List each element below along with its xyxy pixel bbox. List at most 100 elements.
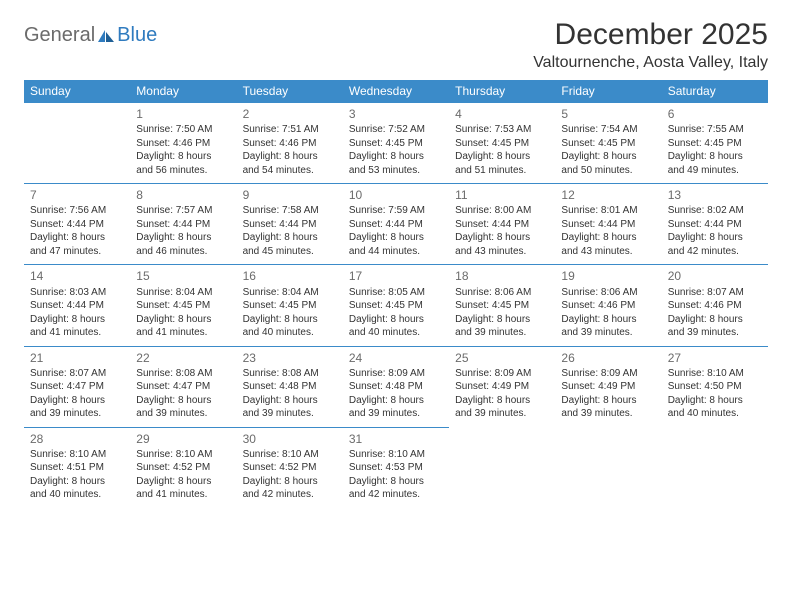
sunset-line: Sunset: 4:46 PM: [136, 137, 230, 151]
calendar-cell: 25Sunrise: 8:09 AMSunset: 4:49 PMDayligh…: [449, 346, 555, 427]
sunrise-line: Sunrise: 8:03 AM: [30, 286, 124, 300]
day-number: 11: [455, 187, 549, 203]
calendar-cell: 6Sunrise: 7:55 AMSunset: 4:45 PMDaylight…: [662, 102, 768, 183]
daylight-line: Daylight: 8 hours and 39 minutes.: [30, 394, 124, 421]
sunrise-line: Sunrise: 7:50 AM: [136, 123, 230, 137]
weekday-header: Sunday: [24, 80, 130, 102]
sunrise-line: Sunrise: 8:10 AM: [136, 448, 230, 462]
sunrise-line: Sunrise: 7:56 AM: [30, 204, 124, 218]
sunset-line: Sunset: 4:53 PM: [349, 461, 443, 475]
sunrise-line: Sunrise: 8:08 AM: [243, 367, 337, 381]
sunset-line: Sunset: 4:45 PM: [136, 299, 230, 313]
daylight-line: Daylight: 8 hours and 39 minutes.: [668, 313, 762, 340]
sunrise-line: Sunrise: 8:02 AM: [668, 204, 762, 218]
location-subtitle: Valtournenche, Aosta Valley, Italy: [533, 54, 768, 72]
day-number: 21: [30, 350, 124, 366]
sunset-line: Sunset: 4:50 PM: [668, 380, 762, 394]
daylight-line: Daylight: 8 hours and 42 minutes.: [668, 231, 762, 258]
calendar-cell: 14Sunrise: 8:03 AMSunset: 4:44 PMDayligh…: [24, 264, 130, 345]
sunset-line: Sunset: 4:48 PM: [243, 380, 337, 394]
calendar-cell: 15Sunrise: 8:04 AMSunset: 4:45 PMDayligh…: [130, 264, 236, 345]
day-number: 14: [30, 268, 124, 284]
sunset-line: Sunset: 4:45 PM: [349, 299, 443, 313]
calendar-cell: 30Sunrise: 8:10 AMSunset: 4:52 PMDayligh…: [237, 427, 343, 508]
month-title: December 2025: [533, 18, 768, 52]
sunset-line: Sunset: 4:44 PM: [668, 218, 762, 232]
day-number: 16: [243, 268, 337, 284]
weekday-header: Thursday: [449, 80, 555, 102]
day-number: 28: [30, 431, 124, 447]
calendar-cell: 3Sunrise: 7:52 AMSunset: 4:45 PMDaylight…: [343, 102, 449, 183]
day-number: 29: [136, 431, 230, 447]
daylight-line: Daylight: 8 hours and 41 minutes.: [136, 475, 230, 502]
weekday-header: Friday: [555, 80, 661, 102]
sunset-line: Sunset: 4:49 PM: [455, 380, 549, 394]
calendar-cell: 1Sunrise: 7:50 AMSunset: 4:46 PMDaylight…: [130, 102, 236, 183]
calendar-body: 1Sunrise: 7:50 AMSunset: 4:46 PMDaylight…: [24, 102, 768, 508]
sunset-line: Sunset: 4:44 PM: [349, 218, 443, 232]
daylight-line: Daylight: 8 hours and 39 minutes.: [349, 394, 443, 421]
day-number: 7: [30, 187, 124, 203]
sunset-line: Sunset: 4:48 PM: [349, 380, 443, 394]
calendar-cell: 20Sunrise: 8:07 AMSunset: 4:46 PMDayligh…: [662, 264, 768, 345]
daylight-line: Daylight: 8 hours and 39 minutes.: [561, 394, 655, 421]
sunset-line: Sunset: 4:45 PM: [668, 137, 762, 151]
day-number: 24: [349, 350, 443, 366]
calendar-cell: 7Sunrise: 7:56 AMSunset: 4:44 PMDaylight…: [24, 183, 130, 264]
sunrise-line: Sunrise: 7:58 AM: [243, 204, 337, 218]
day-number: 8: [136, 187, 230, 203]
sunset-line: Sunset: 4:44 PM: [136, 218, 230, 232]
sunrise-line: Sunrise: 7:57 AM: [136, 204, 230, 218]
sunrise-line: Sunrise: 8:07 AM: [30, 367, 124, 381]
calendar-cell: 29Sunrise: 8:10 AMSunset: 4:52 PMDayligh…: [130, 427, 236, 508]
weekday-header: Saturday: [662, 80, 768, 102]
calendar-cell: 19Sunrise: 8:06 AMSunset: 4:46 PMDayligh…: [555, 264, 661, 345]
calendar-cell: 28Sunrise: 8:10 AMSunset: 4:51 PMDayligh…: [24, 427, 130, 508]
day-number: 22: [136, 350, 230, 366]
sunset-line: Sunset: 4:46 PM: [668, 299, 762, 313]
day-number: 4: [455, 106, 549, 122]
calendar-cell: 23Sunrise: 8:08 AMSunset: 4:48 PMDayligh…: [237, 346, 343, 427]
day-number: 5: [561, 106, 655, 122]
sunrise-line: Sunrise: 7:59 AM: [349, 204, 443, 218]
sunrise-line: Sunrise: 8:04 AM: [243, 286, 337, 300]
title-block: December 2025 Valtournenche, Aosta Valle…: [533, 18, 768, 72]
daylight-line: Daylight: 8 hours and 44 minutes.: [349, 231, 443, 258]
day-number: 18: [455, 268, 549, 284]
daylight-line: Daylight: 8 hours and 49 minutes.: [668, 150, 762, 177]
weekday-header: Wednesday: [343, 80, 449, 102]
day-number: 17: [349, 268, 443, 284]
daylight-line: Daylight: 8 hours and 43 minutes.: [561, 231, 655, 258]
day-number: 23: [243, 350, 337, 366]
daylight-line: Daylight: 8 hours and 42 minutes.: [349, 475, 443, 502]
daylight-line: Daylight: 8 hours and 46 minutes.: [136, 231, 230, 258]
calendar-cell: 31Sunrise: 8:10 AMSunset: 4:53 PMDayligh…: [343, 427, 449, 508]
sunset-line: Sunset: 4:45 PM: [243, 299, 337, 313]
sunset-line: Sunset: 4:46 PM: [243, 137, 337, 151]
daylight-line: Daylight: 8 hours and 39 minutes.: [561, 313, 655, 340]
sunrise-line: Sunrise: 8:05 AM: [349, 286, 443, 300]
sunset-line: Sunset: 4:44 PM: [30, 218, 124, 232]
sunrise-line: Sunrise: 8:04 AM: [136, 286, 230, 300]
page-header: General Blue December 2025 Valtournenche…: [24, 18, 768, 72]
daylight-line: Daylight: 8 hours and 39 minutes.: [243, 394, 337, 421]
calendar-cell: 10Sunrise: 7:59 AMSunset: 4:44 PMDayligh…: [343, 183, 449, 264]
day-number: 31: [349, 431, 443, 447]
daylight-line: Daylight: 8 hours and 42 minutes.: [243, 475, 337, 502]
day-number: 19: [561, 268, 655, 284]
sunrise-line: Sunrise: 7:52 AM: [349, 123, 443, 137]
sunrise-line: Sunrise: 8:10 AM: [668, 367, 762, 381]
daylight-line: Daylight: 8 hours and 39 minutes.: [455, 394, 549, 421]
sunrise-line: Sunrise: 7:55 AM: [668, 123, 762, 137]
day-number: 13: [668, 187, 762, 203]
daylight-line: Daylight: 8 hours and 56 minutes.: [136, 150, 230, 177]
calendar-cell: 17Sunrise: 8:05 AMSunset: 4:45 PMDayligh…: [343, 264, 449, 345]
daylight-line: Daylight: 8 hours and 41 minutes.: [30, 313, 124, 340]
calendar-cell: 22Sunrise: 8:08 AMSunset: 4:47 PMDayligh…: [130, 346, 236, 427]
sunset-line: Sunset: 4:51 PM: [30, 461, 124, 475]
sunrise-line: Sunrise: 8:09 AM: [561, 367, 655, 381]
calendar: SundayMondayTuesdayWednesdayThursdayFrid…: [24, 80, 768, 508]
day-number: 3: [349, 106, 443, 122]
calendar-cell-empty: [24, 102, 130, 183]
sunset-line: Sunset: 4:52 PM: [136, 461, 230, 475]
